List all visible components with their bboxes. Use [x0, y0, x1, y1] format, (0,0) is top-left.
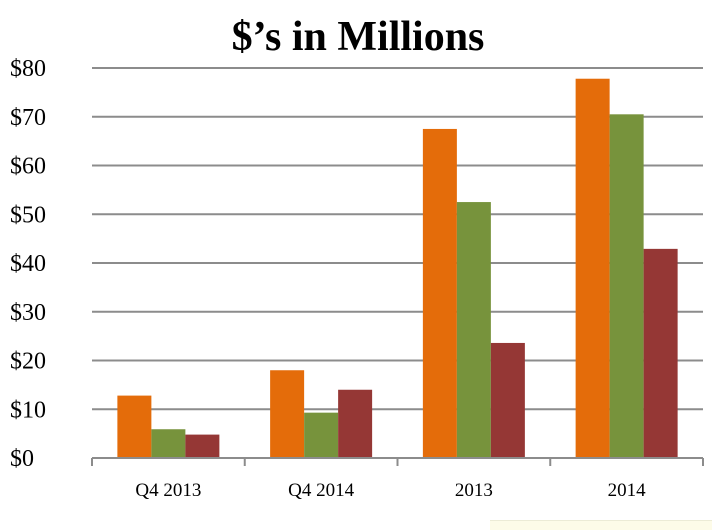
bar — [117, 395, 152, 458]
y-axis-tick-labels: $0 $10 $20 $30 $40 $50 $60 $70 $80 — [10, 56, 46, 472]
corner-panel — [490, 520, 712, 530]
chart-title: $’s in Millions — [232, 14, 485, 60]
y-tick-label: $80 — [10, 56, 46, 82]
bar — [575, 78, 610, 458]
x-tick-label: Q4 2013 — [135, 480, 201, 501]
bar — [185, 434, 220, 458]
y-tick-label: $70 — [10, 105, 46, 131]
x-tick-label: 2013 — [455, 480, 493, 501]
bar — [270, 370, 305, 458]
x-axis-tick-labels: Q4 2013 Q4 2014 2013 2014 — [135, 480, 646, 501]
bar — [304, 412, 339, 458]
y-tick-label: $30 — [10, 300, 46, 326]
y-tick-label: $50 — [10, 202, 46, 228]
bar — [338, 389, 373, 458]
bar — [151, 429, 186, 458]
bar — [490, 342, 525, 458]
y-tick-label: $60 — [10, 154, 46, 180]
x-axis — [91, 457, 704, 466]
gridlines — [92, 67, 703, 411]
x-tick-label: 2014 — [608, 480, 647, 501]
bar — [609, 114, 644, 458]
y-tick-label: $20 — [10, 349, 46, 375]
bar — [422, 128, 457, 458]
x-tick-label: Q4 2014 — [288, 480, 354, 501]
bars — [117, 78, 678, 458]
y-tick-label: $10 — [10, 397, 46, 423]
bar — [643, 248, 678, 458]
y-tick-label: $40 — [10, 251, 46, 277]
y-tick-label: $0 — [10, 446, 34, 472]
bar — [456, 202, 491, 458]
